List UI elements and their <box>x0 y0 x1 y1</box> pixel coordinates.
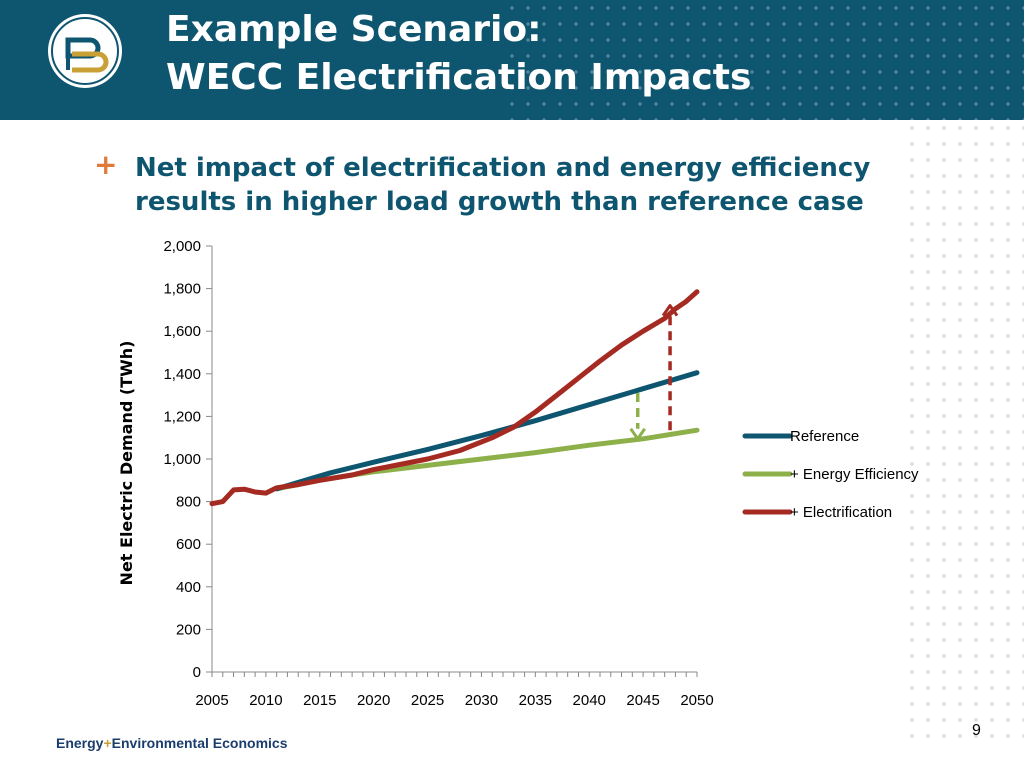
x-tick-label: 2050 <box>680 692 713 709</box>
x-tick-label: 2040 <box>573 692 606 709</box>
series-line-electrification <box>209 289 700 507</box>
y-tick-label: 1,200 <box>163 408 201 425</box>
header-dot-pattern <box>504 0 1024 120</box>
y-tick-label: 0 <box>193 664 201 681</box>
decorative-dot-grid <box>904 120 1024 740</box>
y-tick-label: 800 <box>176 494 201 511</box>
series-line-reference <box>274 370 700 492</box>
x-tick-label: 2010 <box>249 692 282 709</box>
footer-brand-economics: Environmental Economics <box>111 735 288 751</box>
legend-label: Reference <box>790 428 859 445</box>
y-tick-label: 1,400 <box>163 366 201 383</box>
annotation-arrow-up-icon <box>661 304 679 317</box>
y-tick-label: 1,800 <box>163 281 201 298</box>
y-tick-label: 200 <box>176 621 201 638</box>
page-number: 9 <box>972 722 981 739</box>
legend-label: + Electrification <box>790 504 892 521</box>
x-tick-label: 2035 <box>519 692 552 709</box>
title-line-2: WECC Electrification Impacts <box>166 57 752 98</box>
slide-title: Example Scenario: WECC Electrification I… <box>166 6 751 102</box>
x-tick-label: 2030 <box>465 692 498 709</box>
x-tick-label: 2020 <box>357 692 390 709</box>
x-tick-label: 2015 <box>303 692 336 709</box>
e3-logo-icon <box>48 14 122 88</box>
y-tick-label: 600 <box>176 536 201 553</box>
slide-header: Example Scenario: WECC Electrification I… <box>0 0 1024 120</box>
y-tick-label: 400 <box>176 579 201 596</box>
y-tick-label: 2,000 <box>163 238 201 255</box>
bullet-text: Net impact of electrification and energy… <box>135 153 871 217</box>
footer-brand-plus: + <box>103 735 112 751</box>
footer-brand-energy: Energy <box>56 735 104 751</box>
x-tick-label: 2005 <box>195 692 228 709</box>
y-tick-label: 1,600 <box>163 323 201 340</box>
title-line-1: Example Scenario: <box>166 9 542 50</box>
x-tick-label: 2025 <box>411 692 444 709</box>
legend-label: + Energy Efficiency <box>790 466 919 483</box>
annotation-arrow-down-icon <box>629 427 646 441</box>
y-tick-label: 1,000 <box>163 451 201 468</box>
x-tick-label: 2045 <box>626 692 659 709</box>
bullet-plus-icon: + <box>94 148 118 181</box>
footer-brand-logo: Energy+Environmental Economics <box>56 735 287 751</box>
y-axis-label: Net Electric Demand (TWh) <box>117 341 136 586</box>
